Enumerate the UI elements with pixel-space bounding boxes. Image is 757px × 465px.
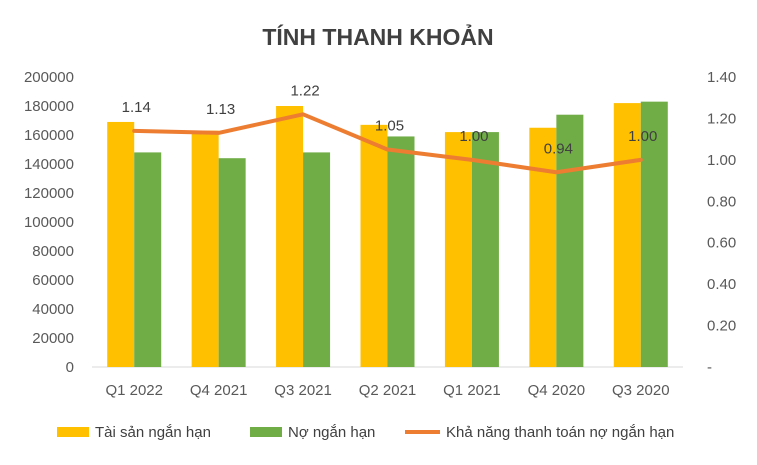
- left-axis-tick-label: 200000: [24, 69, 74, 86]
- x-axis-tick-label: Q2 2021: [359, 382, 417, 399]
- right-axis-tick-label: 1.20: [707, 110, 736, 127]
- ratio-data-label: 0.94: [544, 140, 573, 157]
- chart-title: TÍNH THANH KHOẢN: [262, 22, 493, 50]
- left-axis-tick-label: 140000: [24, 156, 74, 173]
- left-axis-tick-label: 20000: [32, 330, 74, 347]
- legend-label-ratio: Khả năng thanh toán nợ ngắn hạn: [446, 424, 674, 441]
- x-axis-tick-label: Q1 2022: [105, 382, 163, 399]
- right-axis: - 0.20 0.40 0.60 0.80 1.00 1.20 1.40: [707, 69, 736, 376]
- bar-liabilities: [134, 152, 162, 367]
- ratio-line: [132, 112, 643, 175]
- right-axis-tick-label: -: [707, 359, 712, 376]
- bar-liabilities: [387, 136, 415, 367]
- bar-assets: [191, 130, 219, 367]
- right-axis-tick-label: 0.80: [707, 193, 736, 210]
- left-axis-tick-label: 160000: [24, 127, 74, 144]
- ratio-data-label: 1.00: [628, 128, 657, 145]
- ratio-data-label: 1.05: [375, 118, 404, 135]
- bar-liabilities: [218, 158, 246, 367]
- right-axis-tick-label: 0.40: [707, 276, 736, 293]
- bars: [107, 101, 668, 368]
- bar-liabilities: [640, 101, 668, 368]
- legend-swatch-assets: [57, 427, 89, 437]
- legend-swatch-liabilities: [250, 427, 282, 437]
- bar-liabilities: [471, 132, 499, 367]
- legend-label-assets: Tài sản ngắn hạn: [95, 424, 211, 441]
- x-axis-tick-label: Q3 2021: [274, 382, 332, 399]
- left-axis-tick-label: 0: [66, 359, 74, 376]
- ratio-data-label: 1.00: [459, 128, 488, 145]
- left-axis-tick-label: 60000: [32, 272, 74, 289]
- x-axis: Q1 2022 Q4 2021 Q3 2021 Q2 2021 Q1 2021 Q4 20…: [105, 382, 669, 399]
- right-axis-tick-label: 1.40: [707, 69, 736, 86]
- ratio-data-label: 1.22: [290, 82, 319, 99]
- bar-liabilities: [556, 114, 584, 367]
- bar-assets: [107, 121, 135, 367]
- ratio-data-label: 1.14: [122, 99, 151, 116]
- ratio-line-series: 1.14 1.13 1.22 1.05 1.00 0.94 1.00: [122, 82, 657, 175]
- bar-assets: [613, 103, 641, 367]
- right-axis-tick-label: 0.60: [707, 235, 736, 252]
- x-axis-tick-label: Q3 2020: [612, 382, 670, 399]
- bar-assets: [360, 124, 388, 367]
- left-axis-tick-label: 120000: [24, 185, 74, 202]
- left-axis-tick-label: 100000: [24, 214, 74, 231]
- bar-assets: [529, 127, 557, 367]
- right-axis-tick-label: 1.00: [707, 152, 736, 169]
- bar-assets: [444, 132, 472, 367]
- ratio-data-label: 1.13: [206, 101, 235, 118]
- left-axis: 0 20000 40000 60000 80000 100000 120000 140000 1…: [24, 69, 74, 376]
- x-axis-tick-label: Q4 2021: [190, 382, 248, 399]
- bar-assets: [276, 106, 304, 367]
- left-axis-tick-label: 180000: [24, 98, 74, 115]
- x-axis-tick-label: Q4 2020: [528, 382, 586, 399]
- right-axis-tick-label: 0.20: [707, 318, 736, 335]
- left-axis-tick-label: 80000: [32, 243, 74, 260]
- x-axis-tick-label: Q1 2021: [443, 382, 501, 399]
- legend: Tài sản ngắn hạn Nợ ngắn hạn Khả năng th…: [57, 424, 674, 441]
- left-axis-tick-label: 40000: [32, 301, 74, 318]
- bar-liabilities: [303, 152, 331, 367]
- legend-label-liabilities: Nợ ngắn hạn: [288, 424, 375, 441]
